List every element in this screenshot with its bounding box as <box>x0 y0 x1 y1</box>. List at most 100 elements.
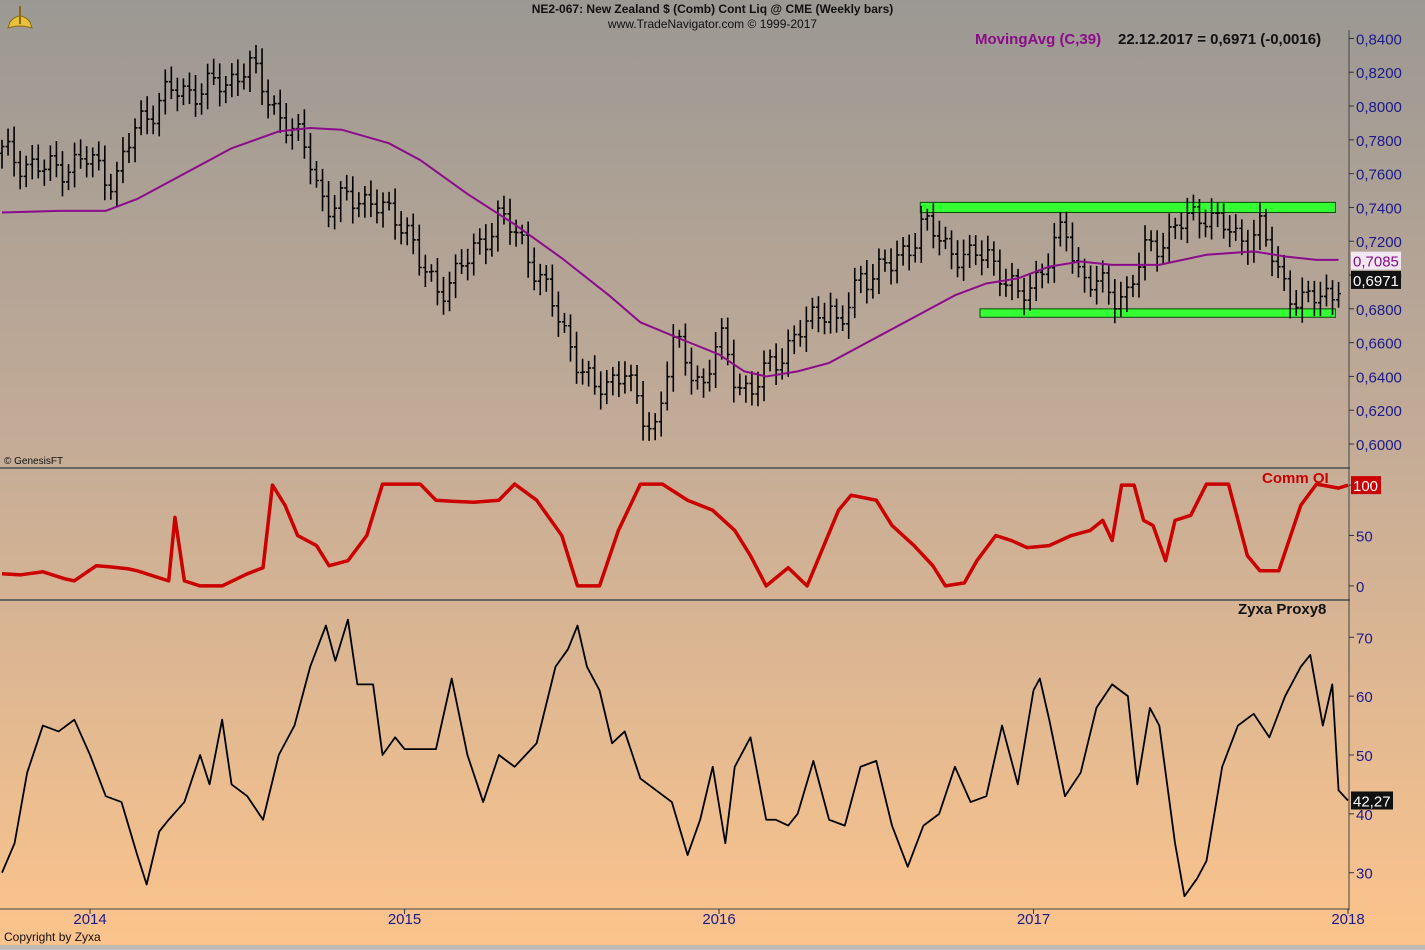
price-bar <box>1281 254 1287 291</box>
price-bar <box>858 265 864 294</box>
price-bar <box>453 254 459 299</box>
price-bar <box>253 45 259 74</box>
price-bar <box>120 137 126 184</box>
price-bar <box>713 332 719 389</box>
price-bar <box>1221 203 1227 239</box>
price-bar <box>634 365 640 404</box>
price-bar <box>864 259 870 304</box>
price-bar <box>652 413 658 441</box>
price-bar <box>797 320 803 347</box>
price-bar <box>53 140 59 178</box>
price-bar <box>791 325 797 355</box>
price-bar <box>404 217 410 246</box>
price-bar <box>1118 281 1124 318</box>
price-bar <box>132 118 138 163</box>
price-bar <box>549 264 555 317</box>
proxy-line <box>1 618 1349 898</box>
price-bar <box>471 233 477 276</box>
price-bar <box>640 380 646 441</box>
support-resistance-zone <box>919 201 1336 214</box>
price-bar <box>924 208 930 231</box>
price-bar <box>29 145 35 180</box>
price-bar <box>1136 252 1142 298</box>
price-bar <box>725 317 731 366</box>
price-bar <box>138 100 144 136</box>
price-bar <box>380 192 386 228</box>
price-bar <box>918 205 924 263</box>
price-bar <box>144 96 150 135</box>
price-bar <box>967 234 973 268</box>
y-tick-label: 60 <box>1356 689 1373 706</box>
price-bar <box>930 203 936 249</box>
price-bar <box>785 329 791 377</box>
y-tick-label: 40 <box>1356 807 1373 824</box>
price-bar <box>555 291 561 337</box>
y-tick-label: 0,6400 <box>1356 369 1402 386</box>
price-bar <box>900 237 906 266</box>
price-bar <box>1160 232 1166 265</box>
price-bar <box>519 224 525 245</box>
price-bar <box>828 292 834 334</box>
price-bar <box>1263 208 1269 247</box>
price-bar <box>277 89 283 134</box>
price-bar <box>1184 197 1190 244</box>
price-bar <box>688 347 694 395</box>
y-tick-label: 50 <box>1356 529 1373 546</box>
price-bar <box>1124 276 1130 312</box>
ma-value-label: 0,7085 <box>1353 254 1399 271</box>
price-bar <box>664 361 670 411</box>
price-bar <box>180 78 186 106</box>
price-bar <box>852 267 858 319</box>
price-bar <box>150 105 156 135</box>
price-bar <box>834 298 840 333</box>
price-bar <box>229 63 235 98</box>
genesis-credit: © GenesisFT <box>4 456 64 467</box>
price-bar <box>773 343 779 385</box>
price-bar <box>912 232 918 263</box>
price-bar <box>1305 280 1311 303</box>
price-bar <box>0 139 5 169</box>
price-bar <box>1015 268 1021 299</box>
price-bar <box>1311 280 1317 317</box>
price-bar <box>477 228 483 255</box>
oi-value-label: 100 <box>1353 478 1378 495</box>
x-tick-label: 2015 <box>388 911 421 928</box>
price-bar <box>936 220 942 256</box>
price-bar <box>301 109 307 159</box>
price-bar <box>949 230 955 270</box>
price-bar <box>1100 260 1106 293</box>
copyright-text: Copyright by Zyxa <box>4 930 101 944</box>
price-bar <box>1299 277 1305 323</box>
price-bar <box>465 248 471 281</box>
chart-header-subtitle: www.TradeNavigator.com © 1999-2017 <box>607 17 818 31</box>
proxy-value-label: 42,27 <box>1353 793 1391 810</box>
price-bar <box>374 189 380 224</box>
price-bar <box>942 226 948 250</box>
y-tick-label: 0,8000 <box>1356 99 1402 116</box>
price-bar <box>694 365 700 390</box>
price-bar <box>1190 194 1196 221</box>
price-bar <box>416 224 422 276</box>
price-bar <box>622 361 628 394</box>
proxy-legend: Zyxa Proxy8 <box>1238 601 1327 618</box>
price-bar <box>271 95 277 115</box>
price-bar <box>1106 265 1112 305</box>
price-bar <box>428 264 434 282</box>
price-bar <box>17 150 23 190</box>
price-bar <box>247 50 253 93</box>
price-bar <box>1088 265 1094 297</box>
y-tick-label: 0,7600 <box>1356 167 1402 184</box>
y-tick-label: 30 <box>1356 866 1373 883</box>
price-bar <box>422 254 428 288</box>
price-bar <box>96 141 102 171</box>
price-bar <box>362 185 368 218</box>
price-bar <box>483 224 489 265</box>
price-bar <box>90 147 96 178</box>
y-tick-label: 0 <box>1356 579 1364 596</box>
price-bar <box>822 302 828 335</box>
price-bar <box>1094 265 1100 305</box>
price-bar <box>1239 219 1245 256</box>
oi-value-badge <box>1351 476 1381 495</box>
